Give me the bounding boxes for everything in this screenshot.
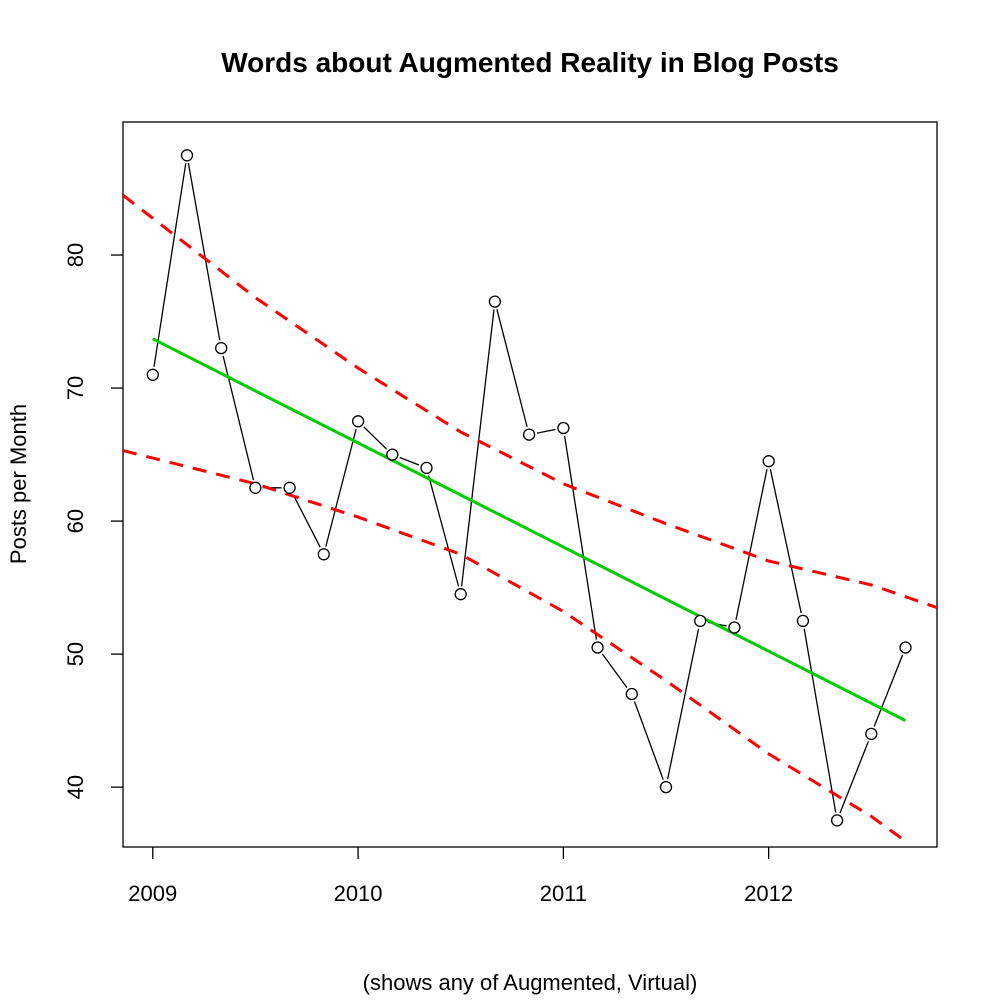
data-point: [694, 614, 707, 628]
data-point: [557, 421, 570, 435]
data-point: [249, 481, 262, 494]
data-point: [796, 614, 810, 628]
data-point: [180, 149, 194, 162]
data-point: [317, 548, 330, 561]
x-axis-label: (shows any of Augmented, Virtual): [363, 970, 698, 995]
trend-line: [152, 337, 907, 722]
data-line-segment: [399, 456, 420, 466]
data-line-segment: [769, 468, 802, 614]
data-point: [488, 295, 502, 308]
x-tick-label-2011: 2011: [540, 881, 587, 906]
points-layer: [146, 149, 912, 827]
data-point: [420, 461, 433, 475]
data-line-segment: [563, 435, 598, 640]
data-point: [146, 368, 159, 381]
data-point: [454, 588, 467, 601]
x-tick-label-2009: 2009: [128, 881, 177, 906]
data-point: [728, 621, 741, 634]
upper-confidence-band: [123, 194, 937, 610]
data-point: [625, 687, 638, 701]
x-tick-label-2010: 2010: [334, 881, 383, 906]
data-point: [215, 341, 228, 355]
data-line-segment: [325, 428, 357, 547]
data-point: [591, 641, 604, 654]
data-line-segment: [666, 628, 700, 780]
y-tick-label-80: 80: [63, 243, 88, 267]
data-point: [386, 448, 399, 461]
chart-title: Words about Augmented Reality in Blog Po…: [221, 47, 839, 78]
data-line-segment: [496, 309, 528, 428]
data-point: [659, 780, 673, 794]
y-tick-label-70: 70: [63, 376, 88, 400]
x-tick-label-2012: 2012: [744, 881, 793, 906]
x-axis: 2009 2010 2011 2012: [128, 847, 793, 906]
data-point: [283, 481, 296, 494]
data-point: [865, 727, 878, 741]
y-axis-label: Posts per Month: [6, 404, 31, 564]
data-line-segment: [460, 309, 495, 587]
data-line-segment: [427, 475, 460, 587]
data-line-segment: [873, 654, 904, 727]
data-point: [762, 455, 775, 468]
data-line-segment: [222, 355, 255, 481]
data-line-segment: [601, 653, 628, 688]
lower-confidence-band: [123, 449, 908, 843]
data-point: [899, 641, 912, 654]
data-point: [351, 415, 365, 428]
plot-frame: [122, 121, 938, 848]
data-line-segment: [839, 741, 870, 814]
data-line-segment: [803, 628, 837, 813]
data-line-segment: [153, 163, 187, 367]
data-point: [522, 428, 536, 441]
y-tick-label-50: 50: [63, 642, 88, 666]
y-tick-label-40: 40: [63, 775, 88, 799]
data-line-segment: [536, 428, 556, 434]
y-tick-label-60: 60: [63, 509, 88, 533]
series-layer: [123, 162, 937, 843]
data-point: [830, 814, 844, 827]
data-line-segment: [735, 468, 768, 620]
data-line-segment: [187, 162, 221, 341]
y-axis: 40 50 60 70 80: [63, 243, 123, 799]
data-line-segment: [363, 426, 387, 450]
data-line-segment: [633, 701, 664, 780]
data-line-segment: [292, 494, 321, 548]
